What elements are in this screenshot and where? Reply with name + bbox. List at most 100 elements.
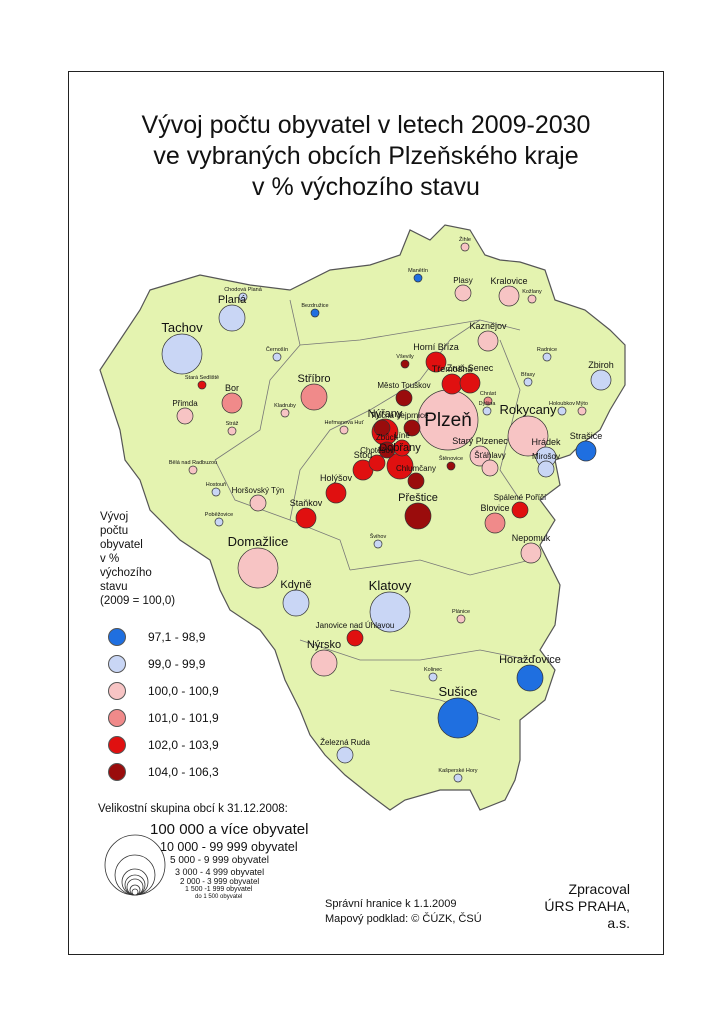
town-marker [507,415,549,457]
size-circle [104,834,166,896]
legend-swatch [108,709,126,727]
town-marker [407,472,425,490]
town-label: Starý Plzenec [452,436,508,446]
legend-swatch [108,763,126,781]
town-label: Žihle [459,235,471,243]
footer-line-1: Správní hranice k 1.1.2009 [325,898,457,910]
town-label: Zruč-Senec [447,363,494,373]
town-marker [459,372,481,394]
town-marker [453,773,463,783]
footer-credit: Zpracoval ÚRS PRAHA, a.s. [520,881,630,932]
legend-label: 104,0 - 106,3 [148,765,219,779]
border-susice-2 [389,689,501,721]
town-label: Hostouň [206,482,227,488]
town-label: Bezdružice [301,303,328,309]
border-susice [299,639,531,661]
town-label: Nýřany [368,408,403,420]
town-label: Tlučná [370,411,395,420]
town-marker [498,285,520,307]
town-marker [527,294,537,304]
town-label: Kožlany [522,289,542,295]
credit-line-2: ÚRS PRAHA, a.s. [544,898,630,931]
legend-label: 97,1 - 98,9 [148,630,206,644]
town-label: Chlumčany [396,464,436,473]
town-label: Domažlice [228,534,289,549]
town-marker [403,419,421,437]
town-marker [249,494,267,512]
town-label: Líně [394,431,410,440]
town-marker [483,396,493,406]
footer-source: Správní hranice k 1.1.2009 Mapový podkla… [325,897,482,927]
town-label: Stará Sedliště [185,375,219,381]
town-marker [395,389,413,407]
credit-line-1: Zpracoval [568,881,630,897]
legend-swatch [108,628,126,646]
size-circle [126,878,144,896]
town-label: Přeštice [398,492,438,504]
town-marker [441,373,463,395]
legend-title-line: výchozího [100,567,152,579]
size-label: 100 000 a více obyvatel [150,821,309,838]
town-label: Stod [354,450,373,460]
town-marker [295,507,317,529]
town-label: Zbiroh [588,360,614,370]
town-marker [310,308,320,318]
border-klatovy [349,559,531,576]
border-plzen-jih [289,319,481,521]
town-marker [346,629,364,647]
legend-title-line: počtu [100,525,129,537]
size-label: 10 000 - 99 999 obyvatel [160,840,298,854]
title-line-3: v % výchozího stavu [252,173,480,201]
town-label: Černošín [266,346,288,353]
town-marker [590,369,612,391]
town-marker [425,351,447,373]
legend-label: 99,0 - 99,9 [148,657,206,671]
town-marker [368,454,386,472]
town-label: Holoubkov [549,401,575,407]
map-frame [68,71,664,955]
town-marker [477,330,499,352]
town-label: Mýto [576,401,588,407]
legend-title-line: obyvatel [100,539,143,551]
title-line-2: ve vybraných obcích Plzeňského kraje [153,142,579,170]
size-label: 1 500 -1 999 obyvatel [185,886,253,893]
town-label: Břasy [521,372,535,378]
town-label: Janovice nad Úhlavou [316,621,395,630]
town-label: Švihov [370,533,387,540]
town-label: Plzeň [424,410,472,431]
town-marker [300,383,328,411]
town-label: Dýšina [479,401,497,407]
town-marker [218,304,246,332]
town-marker [282,589,310,617]
town-marker [484,512,506,534]
town-label: Holýšov [320,473,353,483]
town-label: Vševily [396,354,414,360]
town-label: Štěnovice [439,455,463,462]
town-marker [400,359,410,369]
size-legend-title: Velikostní skupina obcí k 31.12.2008: [98,803,288,815]
town-label: Chodová Planá [224,287,263,293]
town-marker [404,502,432,530]
legend-title-line: (2009 = 100,0) [100,595,176,607]
town-label: Dobřany [379,442,421,454]
town-label: Chrást [480,391,497,397]
town-label: Šťáhlavy [474,451,505,460]
size-label: 5 000 - 9 999 obyvatel [170,855,269,866]
town-marker [373,419,391,437]
town-marker [575,440,597,462]
town-label: Rokycany [499,402,557,417]
town-marker [446,461,456,471]
town-label: Chotěšov [360,446,394,455]
town-marker [176,407,194,425]
town-marker [373,539,383,549]
legend-swatch [108,655,126,673]
town-label: Přimda [172,399,198,408]
town-marker [339,425,349,435]
town-label: Plasy [453,276,473,285]
border-tachov [214,299,301,461]
town-label: Sušice [438,684,477,699]
town-marker [437,697,479,739]
town-label: Kladruby [274,403,296,409]
town-label: Spálené Poříčí [494,493,547,502]
